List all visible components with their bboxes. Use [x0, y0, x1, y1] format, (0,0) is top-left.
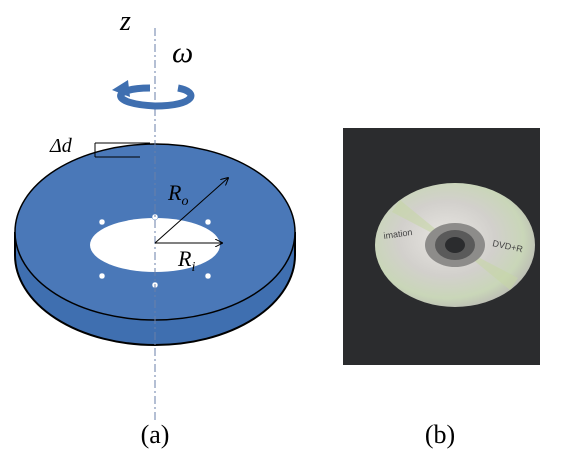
disc-diagram: [15, 28, 295, 420]
symbol: R: [177, 246, 192, 271]
subscript: i: [191, 260, 195, 275]
thickness-label: Δd: [49, 135, 73, 157]
axis-label: z: [119, 6, 131, 37]
subscript: o: [181, 194, 188, 209]
symbol: R: [167, 180, 182, 205]
caption: (a): [141, 420, 170, 449]
omega-label: ω: [172, 36, 193, 69]
caption: (b): [425, 420, 455, 449]
figure: z ω Δd Ro Ri imation DVD+R (a) (b): [0, 0, 574, 455]
